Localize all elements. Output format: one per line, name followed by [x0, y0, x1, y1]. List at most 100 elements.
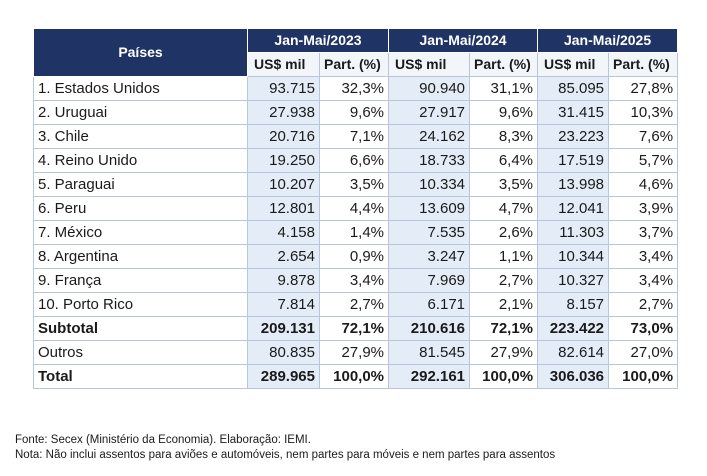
subheader-usd-2024: US$ mil — [388, 52, 471, 77]
cell-usd-2024: 10.334 — [388, 172, 471, 197]
others-row: Outros 80.835 27,9% 81.545 27,9% 82.614 27,0% — [33, 340, 679, 365]
table-row: 4. Reino Unido 19.250 6,6% 18.733 6,4% 17.519… — [33, 148, 679, 173]
cell-usd-2024: 7.969 — [388, 268, 471, 293]
subheader-usd-2023: US$ mil — [247, 52, 320, 77]
cell-pct-2024: 6,4% — [469, 148, 539, 173]
cell-pct-2024: 100,0% — [469, 364, 539, 389]
cell-pct-2024: 8,3% — [469, 124, 539, 149]
subheader-pct-2024: Part. (%) — [469, 52, 539, 77]
cell-usd-2023: 9.878 — [247, 268, 320, 293]
cell-usd-2025: 31.415 — [537, 100, 610, 125]
cell-usd-2024: 13.609 — [388, 196, 471, 221]
cell-pct-2024: 1,1% — [469, 244, 539, 269]
cell-usd-2023: 7.814 — [247, 292, 320, 317]
total-row: Total 289.965 100,0% 292.161 100,0% 306.036 10… — [33, 364, 679, 389]
cell-usd-2025: 82.614 — [537, 340, 610, 365]
total-label: Total — [33, 364, 248, 389]
footer: Fonte: Secex (Ministério da Economia). E… — [15, 433, 555, 463]
cell-pct-2025: 3,4% — [608, 244, 679, 269]
cell-usd-2025: 12.041 — [537, 196, 610, 221]
cell-usd-2024: 6.171 — [388, 292, 471, 317]
cell-pct-2024: 3,5% — [469, 172, 539, 197]
cell-pct-2023: 27,9% — [318, 340, 390, 365]
cell-usd-2024: 210.616 — [388, 316, 471, 341]
cell-pct-2025: 5,7% — [608, 148, 679, 173]
cell-usd-2024: 24.162 — [388, 124, 471, 149]
cell-usd-2023: 209.131 — [247, 316, 320, 341]
cell-usd-2025: 11.303 — [537, 220, 610, 245]
subheader-usd-2025: US$ mil — [537, 52, 610, 77]
cell-usd-2024: 18.733 — [388, 148, 471, 173]
header-period-2024: Jan-Mai/2024 — [388, 28, 539, 53]
cell-pct-2023: 7,1% — [318, 124, 390, 149]
cell-usd-2024: 7.535 — [388, 220, 471, 245]
cell-pct-2025: 7,6% — [608, 124, 679, 149]
cell-pct-2023: 3,5% — [318, 172, 390, 197]
table-row: 3. Chile 20.716 7,1% 24.162 8,3% 23.223 7,6% — [33, 124, 679, 149]
cell-usd-2023: 93.715 — [247, 76, 320, 101]
cell-pct-2024: 9,6% — [469, 100, 539, 125]
cell-pct-2024: 4,7% — [469, 196, 539, 221]
country-name: 5. Paraguai — [33, 172, 248, 197]
cell-pct-2023: 6,6% — [318, 148, 390, 173]
cell-usd-2025: 8.157 — [537, 292, 610, 317]
cell-usd-2023: 10.207 — [247, 172, 320, 197]
country-name: 3. Chile — [33, 124, 248, 149]
cell-usd-2023: 2.654 — [247, 244, 320, 269]
cell-usd-2023: 289.965 — [247, 364, 320, 389]
exclusion-note: Nota: Não inclui assentos para aviões e … — [15, 449, 556, 461]
header-period-2025: Jan-Mai/2025 — [537, 28, 679, 53]
subheader-pct-2023: Part. (%) — [318, 52, 390, 77]
header-countries: Países — [33, 28, 248, 77]
cell-pct-2024: 2,1% — [469, 292, 539, 317]
cell-usd-2023: 20.716 — [247, 124, 320, 149]
cell-usd-2025: 85.095 — [537, 76, 610, 101]
cell-pct-2025: 100,0% — [608, 364, 679, 389]
cell-pct-2023: 72,1% — [318, 316, 390, 341]
cell-pct-2025: 2,7% — [608, 292, 679, 317]
country-name: 10. Porto Rico — [33, 292, 248, 317]
cell-pct-2023: 9,6% — [318, 100, 390, 125]
cell-usd-2025: 13.998 — [537, 172, 610, 197]
exports-table: Países Jan-Mai/2023 Jan-Mai/2024 Jan-Mai… — [33, 28, 679, 389]
country-name: 6. Peru — [33, 196, 248, 221]
cell-pct-2023: 2,7% — [318, 292, 390, 317]
cell-pct-2023: 0,9% — [318, 244, 390, 269]
header-period-2023: Jan-Mai/2023 — [246, 28, 390, 53]
cell-pct-2024: 27,9% — [469, 340, 539, 365]
cell-usd-2025: 10.344 — [537, 244, 610, 269]
cell-usd-2024: 81.545 — [388, 340, 471, 365]
cell-usd-2025: 306.036 — [537, 364, 610, 389]
cell-pct-2025: 27,0% — [608, 340, 679, 365]
subtotal-label: Subtotal — [33, 316, 248, 341]
table-row: 2. Uruguai 27.938 9,6% 27.917 9,6% 31.415 10,3… — [33, 100, 679, 125]
table-row: 5. Paraguai 10.207 3,5% 10.334 3,5% 13.998 4,6… — [33, 172, 679, 197]
table-row: 6. Peru 12.801 4,4% 13.609 4,7% 12.041 3,9% — [33, 196, 679, 221]
country-name: 1. Estados Unidos — [33, 76, 248, 101]
cell-pct-2025: 3,9% — [608, 196, 679, 221]
country-name: 2. Uruguai — [33, 100, 248, 125]
table-body: 1. Estados Unidos 93.715 32,3% 90.940 31,1% 8… — [33, 76, 679, 389]
cell-pct-2025: 73,0% — [608, 316, 679, 341]
country-name: 8. Argentina — [33, 244, 248, 269]
cell-pct-2023: 100,0% — [318, 364, 390, 389]
cell-pct-2023: 1,4% — [318, 220, 390, 245]
cell-usd-2023: 4.158 — [247, 220, 320, 245]
cell-usd-2023: 19.250 — [247, 148, 320, 173]
table-row: 10. Porto Rico 7.814 2,7% 6.171 2,1% 8.157 2,7… — [33, 292, 679, 317]
cell-usd-2025: 17.519 — [537, 148, 610, 173]
country-name: 9. França — [33, 268, 248, 293]
cell-pct-2025: 27,8% — [608, 76, 679, 101]
cell-usd-2025: 23.223 — [537, 124, 610, 149]
cell-usd-2024: 292.161 — [388, 364, 471, 389]
cell-usd-2025: 10.327 — [537, 268, 610, 293]
table-row: 1. Estados Unidos 93.715 32,3% 90.940 31,1% 8… — [33, 76, 679, 101]
cell-pct-2025: 3,7% — [608, 220, 679, 245]
source-note: Fonte: Secex (Ministério da Economia). E… — [15, 434, 311, 446]
cell-usd-2024: 90.940 — [388, 76, 471, 101]
cell-pct-2024: 31,1% — [469, 76, 539, 101]
cell-usd-2024: 3.247 — [388, 244, 471, 269]
cell-usd-2024: 27.917 — [388, 100, 471, 125]
table-row: 8. Argentina 2.654 0,9% 3.247 1,1% 10.344 3,4% — [33, 244, 679, 269]
country-name: 4. Reino Unido — [33, 148, 248, 173]
